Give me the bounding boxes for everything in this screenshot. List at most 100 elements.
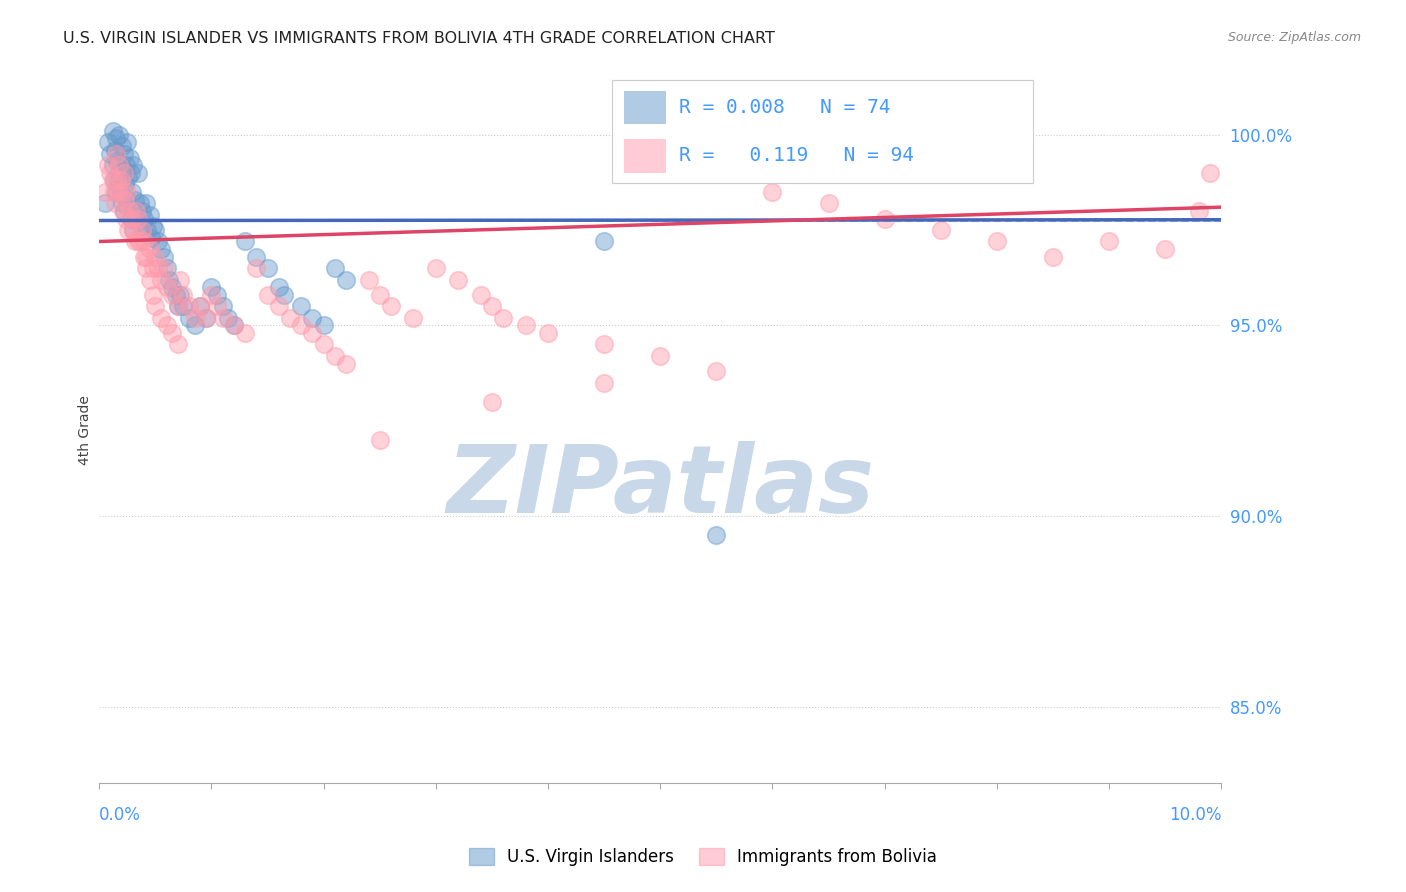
Point (122, 223, 145, 237)
Point (593, 376, 616, 390)
Point (118, 151, 141, 165)
Point (650, 349, 672, 363)
Legend: U.S. Virgin Islanders, Immigrants from Bolivia: U.S. Virgin Islanders, Immigrants from B… (463, 841, 943, 873)
Point (245, 261, 267, 276)
Point (447, 272, 470, 286)
Point (120, 166, 142, 180)
Point (160, 288, 183, 302)
Point (114, 193, 136, 207)
Point (97, 136, 120, 150)
Point (245, 250, 267, 264)
Point (128, 196, 150, 211)
Point (177, 299, 200, 313)
Point (105, 131, 128, 145)
Point (169, 272, 191, 286)
Point (120, 211, 142, 226)
Point (94, 196, 117, 211)
Point (115, 158, 138, 172)
Point (112, 146, 135, 161)
Point (205, 288, 228, 302)
Point (132, 235, 155, 249)
Point (103, 185, 125, 199)
Point (165, 288, 187, 302)
Point (155, 261, 177, 276)
Point (117, 169, 139, 184)
Point (323, 261, 346, 276)
Point (217, 310, 239, 325)
Point (135, 196, 157, 211)
Point (470, 288, 492, 302)
Point (108, 158, 131, 172)
Point (100, 146, 122, 161)
Point (368, 288, 391, 302)
Point (761, 185, 783, 199)
FancyBboxPatch shape (624, 139, 666, 173)
Point (211, 299, 233, 313)
Point (188, 299, 211, 313)
Point (301, 326, 323, 340)
Point (135, 250, 157, 264)
Point (166, 299, 188, 313)
Point (593, 337, 616, 351)
Point (149, 242, 172, 256)
Point (112, 166, 135, 180)
Point (357, 272, 380, 286)
Point (312, 318, 335, 333)
Point (492, 310, 515, 325)
Point (127, 211, 149, 226)
Point (153, 250, 176, 264)
Point (94, 185, 117, 199)
Point (105, 146, 128, 161)
Point (101, 173, 124, 187)
Point (205, 299, 228, 313)
Point (112, 204, 135, 219)
Point (115, 211, 138, 226)
Point (233, 326, 256, 340)
Point (118, 204, 141, 219)
Point (117, 136, 139, 150)
Point (138, 272, 160, 286)
Point (142, 288, 165, 302)
Point (425, 261, 447, 276)
Point (149, 310, 172, 325)
Point (160, 326, 183, 340)
Point (135, 261, 157, 276)
Point (114, 178, 136, 192)
Point (108, 128, 131, 142)
Point (183, 318, 205, 333)
Point (1098, 235, 1121, 249)
Point (101, 158, 124, 172)
Point (335, 357, 357, 371)
Point (233, 235, 256, 249)
Point (146, 261, 169, 276)
Point (986, 235, 1008, 249)
Point (267, 280, 290, 294)
Point (222, 318, 245, 333)
Point (110, 185, 132, 199)
Point (929, 223, 952, 237)
Point (124, 235, 146, 249)
Text: R =   0.119   N = 94: R = 0.119 N = 94 (679, 146, 914, 165)
Point (515, 318, 537, 333)
Point (104, 143, 127, 157)
Point (121, 185, 143, 199)
Point (160, 280, 183, 294)
Point (481, 299, 503, 313)
Point (873, 211, 896, 226)
Point (131, 223, 153, 237)
Point (101, 124, 124, 138)
Point (402, 310, 425, 325)
Text: 0.0%: 0.0% (100, 806, 141, 824)
Point (122, 223, 145, 237)
Point (100, 166, 122, 180)
Point (166, 299, 188, 313)
Point (136, 223, 159, 237)
Point (138, 208, 160, 222)
Point (127, 235, 149, 249)
Point (593, 235, 616, 249)
Point (301, 310, 323, 325)
Point (108, 166, 131, 180)
Point (155, 280, 177, 294)
Point (143, 299, 166, 313)
Y-axis label: 4th Grade: 4th Grade (79, 395, 93, 466)
